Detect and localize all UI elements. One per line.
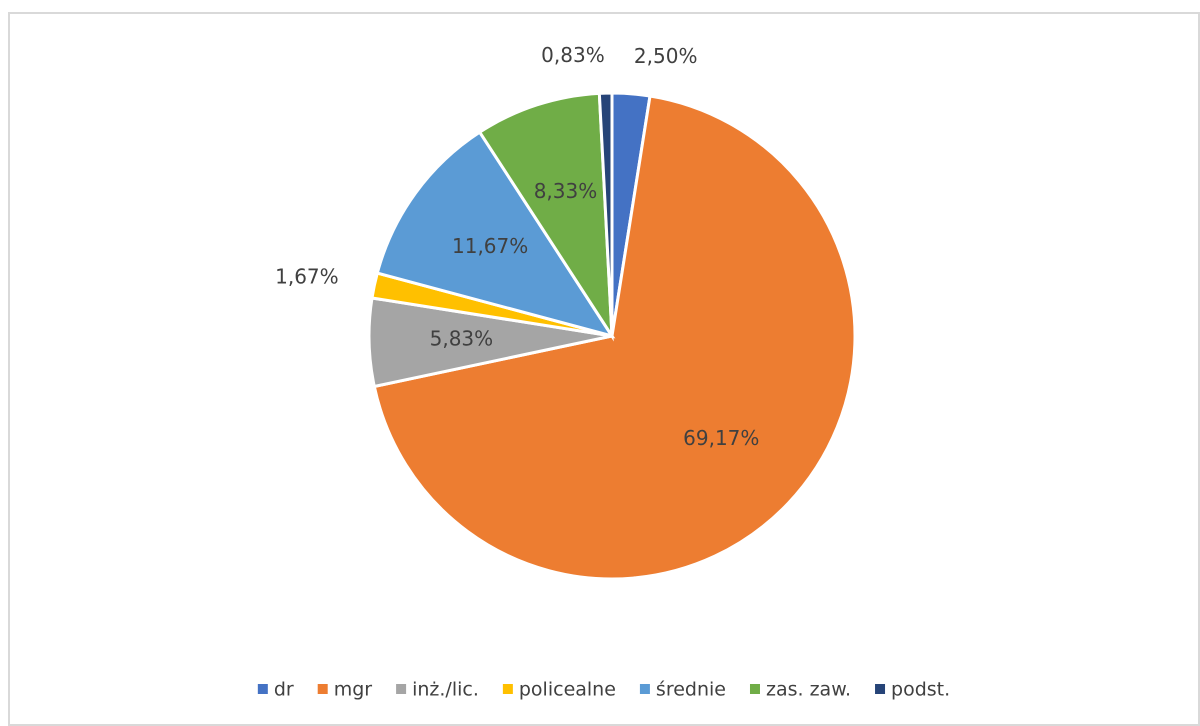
pie-slice bbox=[477, 91, 614, 342]
legend-swatch bbox=[875, 684, 886, 694]
legend-swatch bbox=[639, 684, 650, 694]
pie-slice bbox=[375, 130, 616, 339]
data-label: 1,67% bbox=[275, 264, 339, 288]
legend-label: mgr bbox=[334, 679, 373, 701]
legend-label: policealne bbox=[519, 679, 616, 701]
legend-label: zas. zaw. bbox=[766, 679, 851, 701]
pie-slice bbox=[597, 91, 614, 337]
legend-label: inż./lic. bbox=[412, 679, 479, 701]
data-label: 69,17% bbox=[683, 426, 759, 450]
data-label: 0,83% bbox=[541, 43, 605, 67]
legend-swatch bbox=[502, 684, 513, 694]
legend-swatch bbox=[257, 684, 268, 694]
legend-swatch bbox=[317, 684, 328, 694]
legend-label: podst. bbox=[891, 679, 950, 701]
legend-swatch bbox=[396, 684, 407, 694]
data-label: 2,50% bbox=[634, 44, 698, 68]
legend-label: średnie bbox=[656, 679, 726, 701]
data-label: 5,83% bbox=[430, 326, 494, 350]
legend-label: dr bbox=[274, 679, 294, 701]
data-label: 8,33% bbox=[534, 179, 598, 203]
legend-swatch bbox=[749, 684, 760, 694]
data-label: 11,67% bbox=[452, 234, 528, 258]
